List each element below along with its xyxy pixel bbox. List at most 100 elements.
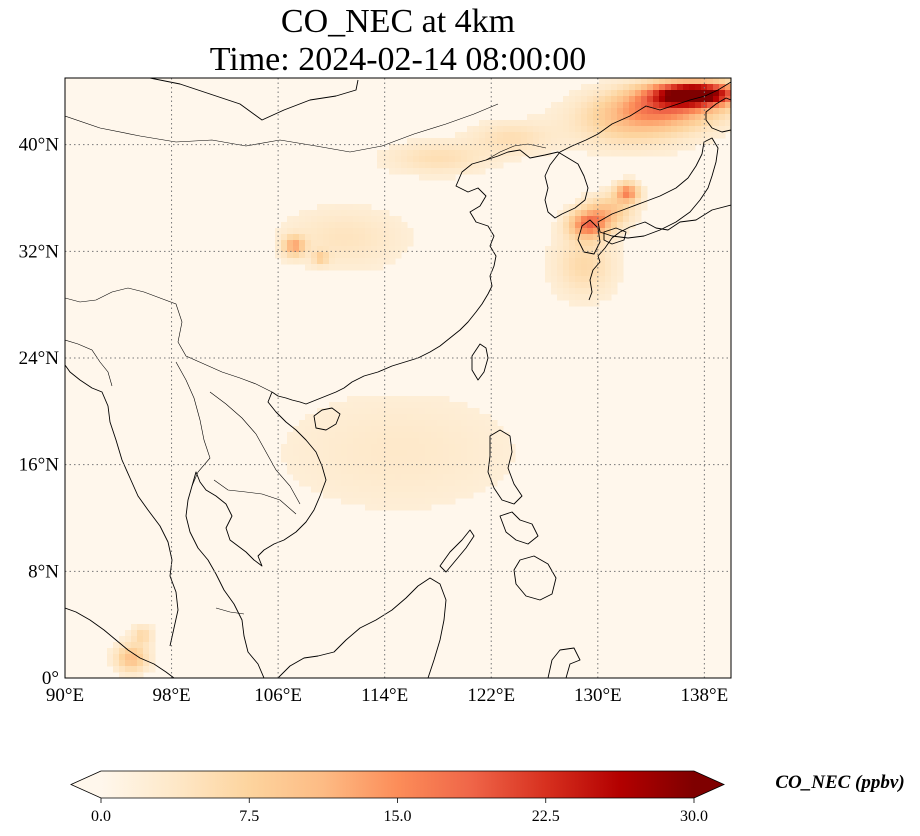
- field-cell: [455, 456, 462, 463]
- field-cell: [419, 492, 426, 499]
- field-cell: [671, 90, 678, 97]
- field-cell: [287, 258, 294, 265]
- field-cell: [353, 216, 360, 223]
- field-cell: [593, 300, 600, 307]
- field-cell: [329, 480, 336, 487]
- field-cell: [665, 132, 672, 139]
- field-cell: [617, 240, 624, 247]
- field-cell: [611, 276, 618, 283]
- field-cell: [563, 276, 570, 283]
- field-cell: [449, 432, 456, 439]
- field-cell: [629, 126, 636, 133]
- field-cell: [593, 210, 600, 217]
- field-cell: [605, 228, 612, 235]
- field-cell: [581, 84, 588, 91]
- field-cell: [617, 132, 624, 139]
- field-cell: [299, 240, 306, 247]
- field-cell: [371, 210, 378, 217]
- field-cell: [551, 276, 558, 283]
- field-cell: [653, 120, 660, 127]
- field-cell: [617, 270, 624, 277]
- field-cell: [593, 192, 600, 199]
- field-cell: [347, 240, 354, 247]
- field-cell: [365, 468, 372, 475]
- field-cell: [725, 120, 731, 127]
- field-cell: [563, 270, 570, 277]
- field-cell: [143, 660, 150, 667]
- field-cell: [119, 660, 126, 667]
- field-cell: [431, 138, 438, 145]
- field-cell: [575, 228, 582, 235]
- field-cell: [143, 630, 150, 637]
- field-cell: [557, 276, 564, 283]
- field-cell: [383, 396, 390, 403]
- field-cell: [647, 138, 654, 145]
- field-cell: [395, 468, 402, 475]
- field-cell: [479, 144, 486, 151]
- lat-tick-label: 32°N: [19, 241, 60, 262]
- field-cell: [551, 120, 558, 127]
- field-cell: [557, 108, 564, 115]
- field-cell: [407, 462, 414, 469]
- field-cell: [599, 90, 606, 97]
- field-cell: [599, 132, 606, 139]
- field-cell: [395, 408, 402, 415]
- field-cell: [365, 258, 372, 265]
- field-cell: [347, 414, 354, 421]
- field-cell: [377, 240, 384, 247]
- field-cell: [467, 156, 474, 163]
- field-cell: [455, 426, 462, 433]
- field-cell: [341, 474, 348, 481]
- field-cell: [509, 126, 516, 133]
- field-cell: [281, 258, 288, 265]
- field-cell: [479, 486, 486, 493]
- field-cell: [389, 426, 396, 433]
- colorbar-body: [101, 771, 694, 798]
- field-cell: [341, 402, 348, 409]
- field-cell: [581, 192, 588, 199]
- field-cell: [323, 486, 330, 493]
- field-cell: [599, 144, 606, 151]
- field-cell: [467, 456, 474, 463]
- field-cell: [551, 228, 558, 235]
- field-cell: [575, 300, 582, 307]
- coastline-south-china: [271, 81, 731, 405]
- field-cell: [455, 468, 462, 475]
- field-cell: [353, 228, 360, 235]
- field-cell: [647, 96, 654, 103]
- field-cell: [569, 102, 576, 109]
- field-cell: [359, 210, 366, 217]
- field-cell: [119, 636, 126, 643]
- field-cell: [365, 420, 372, 427]
- field-cell: [509, 138, 516, 145]
- field-cell: [329, 210, 336, 217]
- field-cell: [323, 450, 330, 457]
- field-cell: [299, 474, 306, 481]
- coastline-indochina: [185, 391, 327, 678]
- field-cell: [305, 414, 312, 421]
- field-cell: [377, 468, 384, 475]
- field-cell: [137, 642, 144, 649]
- field-cell: [413, 462, 420, 469]
- field-cell: [557, 144, 564, 151]
- field-cell: [431, 462, 438, 469]
- field-cell: [311, 474, 318, 481]
- field-cell: [305, 264, 312, 271]
- field-cell: [425, 144, 432, 151]
- field-cell: [623, 186, 630, 193]
- field-cell: [359, 432, 366, 439]
- field-cell: [671, 126, 678, 133]
- field-cell: [485, 420, 492, 427]
- field-cell: [389, 474, 396, 481]
- field-cell: [575, 234, 582, 241]
- field-cell: [431, 444, 438, 451]
- lon-tick-label: 114°E: [361, 685, 408, 706]
- field-cell: [125, 660, 132, 667]
- field-cell: [725, 108, 731, 115]
- field-cell: [545, 120, 552, 127]
- field-cell: [695, 96, 702, 103]
- field-cell: [647, 84, 654, 91]
- field-cell: [665, 102, 672, 109]
- field-cell: [329, 216, 336, 223]
- field-cell: [677, 132, 684, 139]
